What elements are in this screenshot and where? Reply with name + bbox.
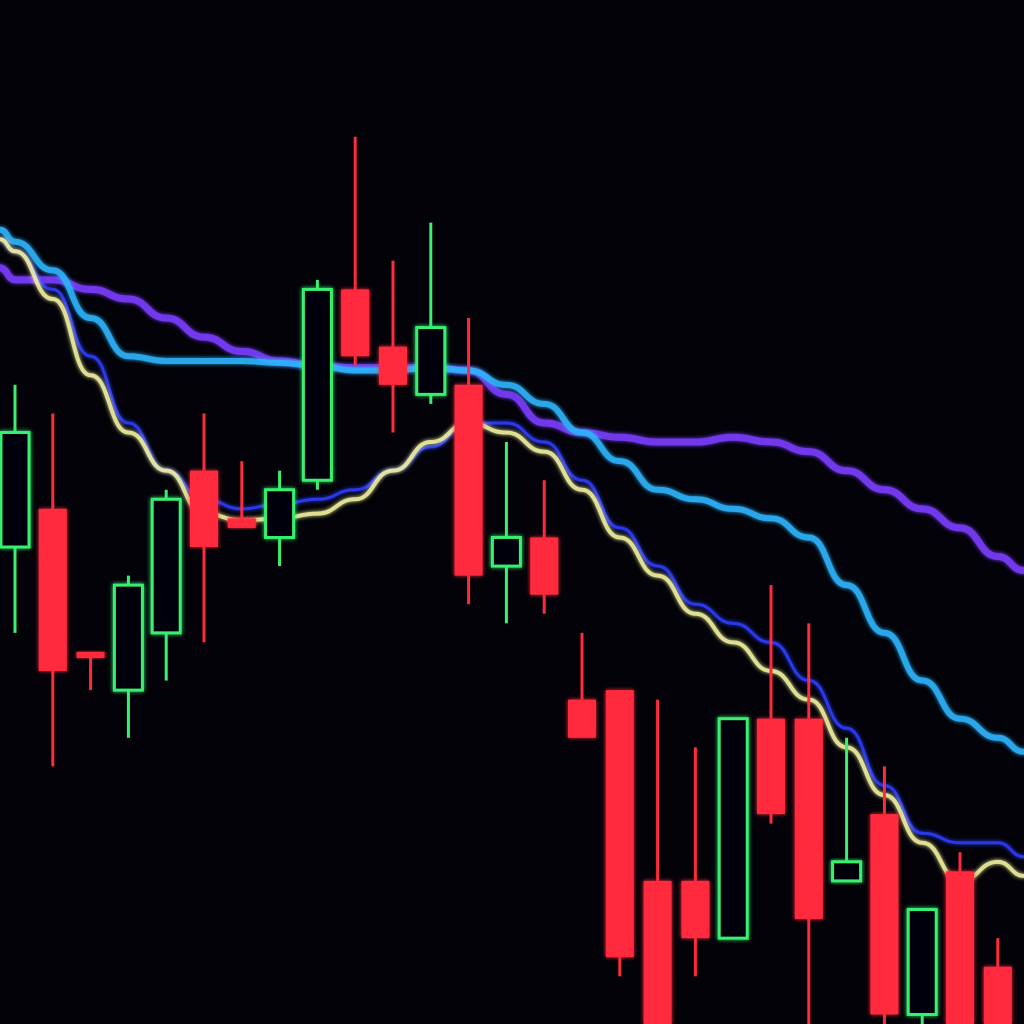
candle-8 (264, 470, 296, 567)
candle-3 (76, 651, 105, 691)
candle-27 (983, 938, 1012, 1024)
candle-21-body (757, 718, 785, 815)
ma-line-1 (0, 237, 1024, 883)
candle-14-body (490, 535, 522, 568)
candle-25-body (906, 908, 938, 1016)
candle-17-body (605, 690, 634, 958)
candle-19 (681, 747, 710, 977)
candle-14 (490, 442, 522, 624)
moving-averages (0, 226, 1024, 883)
candle-2 (38, 413, 67, 767)
candle-26-body (946, 871, 974, 1024)
candle-4-body (112, 583, 144, 692)
candle-6 (190, 413, 218, 643)
ma-line-4 (0, 264, 1024, 575)
candle-1-body (0, 431, 31, 549)
candle-11-body (379, 346, 407, 385)
candle-8-body (264, 488, 296, 539)
candle-10-body (341, 289, 370, 357)
candle-17 (605, 690, 634, 977)
candle-22 (794, 623, 823, 1024)
candle-2-body (38, 508, 67, 672)
candle-3-body (76, 651, 105, 658)
candle-24 (870, 766, 899, 1024)
candle-12 (415, 222, 447, 404)
candle-26 (946, 852, 974, 1024)
candle-10 (341, 136, 370, 366)
candle-23-body (831, 860, 863, 883)
candle-22-body (794, 718, 823, 920)
candle-18-body (643, 880, 672, 1024)
candle-11 (379, 260, 407, 433)
candle-13 (454, 318, 483, 605)
candle-18 (643, 699, 672, 1024)
candle-15-body (530, 537, 559, 595)
candle-27-body (983, 966, 1012, 1024)
candle-15 (530, 480, 559, 614)
candle-4 (112, 575, 144, 738)
candle-24-body (870, 814, 899, 1015)
candle-16 (568, 632, 596, 738)
ma-line-3 (0, 226, 1024, 755)
candle-20 (717, 717, 749, 940)
candle-20-body (717, 717, 749, 940)
candle-5 (150, 489, 182, 681)
candle-9-body (301, 287, 333, 482)
candle-16-body (568, 699, 596, 738)
candle-7-body (227, 518, 256, 528)
candle-21 (757, 585, 785, 824)
candle-7 (227, 461, 256, 528)
candles (0, 136, 1012, 1024)
candle-19-body (681, 880, 710, 939)
candle-9 (301, 279, 333, 490)
candle-13-body (454, 384, 483, 576)
candle-23 (831, 737, 863, 883)
candle-6-body (190, 470, 218, 547)
candle-25 (906, 908, 938, 1024)
candle-1 (0, 384, 31, 633)
candle-12-body (415, 326, 447, 396)
candle-5-body (150, 497, 182, 635)
ma-line-2 (0, 237, 1024, 859)
